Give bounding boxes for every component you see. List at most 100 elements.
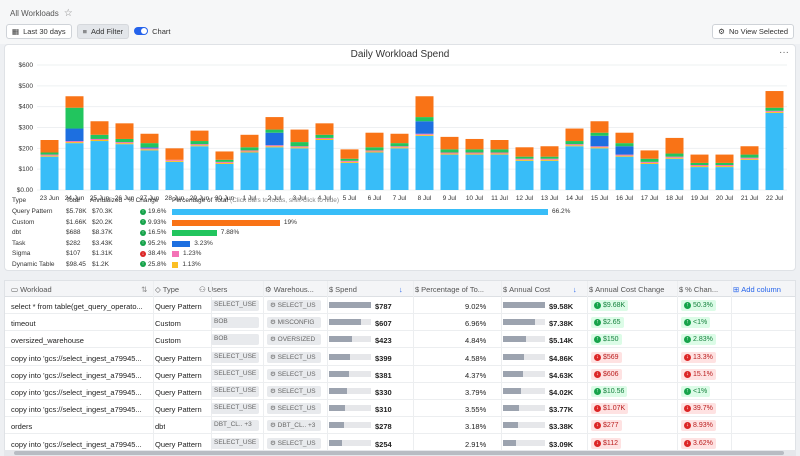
users-chip[interactable]: DBT_CL.. +3 [211,420,259,432]
bar-segment[interactable] [615,154,634,156]
bar-segment[interactable] [90,121,109,135]
bar-segment[interactable] [665,153,684,157]
bar-segment[interactable] [115,138,134,143]
bar-segment[interactable] [315,134,334,138]
bar-segment[interactable] [540,160,559,190]
users-chip[interactable]: SELECT_USE [211,351,259,363]
bar-segment[interactable] [590,121,609,133]
bar-segment[interactable] [765,91,784,108]
bar-segment[interactable] [640,163,659,190]
bar-segment[interactable] [415,135,434,190]
workload-cell[interactable]: copy into 'gcs://select_ingest_a79945... [11,370,142,380]
bar-segment[interactable] [140,147,159,149]
bar-segment[interactable] [65,128,84,142]
bar-segment[interactable] [465,149,484,153]
bar-segment[interactable] [215,163,234,190]
warehouse-chip[interactable]: ⚙ SELECT_US [267,351,321,363]
table-row[interactable]: copy into 'gcs://select_ingest_a79945...… [5,366,795,383]
bar-segment[interactable] [665,158,684,190]
bar-segment[interactable] [290,148,309,190]
sort-icon[interactable]: ⇅ [141,285,148,294]
bar-segment[interactable] [165,148,184,160]
table-row[interactable]: copy into 'gcs://select_ingest_a79945...… [5,383,795,400]
bar-segment[interactable] [215,159,234,162]
warehouse-chip[interactable]: ⚙ SELECT_US [267,386,321,397]
more-options-icon[interactable]: ··· [779,47,789,58]
bar-segment[interactable] [640,150,659,159]
chart-toggle[interactable]: Chart [134,27,170,36]
bar-segment[interactable] [465,138,484,150]
bar-segment[interactable] [740,146,759,155]
legend-pct-bar[interactable] [172,240,191,247]
bar-segment[interactable] [415,121,434,134]
bar-segment[interactable] [390,147,409,149]
bar-segment[interactable] [390,143,409,147]
bar-segment[interactable] [215,162,234,164]
bar-segment[interactable] [265,146,284,148]
bar-segment[interactable] [415,117,434,122]
users-chip[interactable]: BOB [211,317,259,329]
bar-segment[interactable] [340,158,359,161]
bar-segment[interactable] [165,159,184,161]
bar-segment[interactable] [215,161,234,163]
bar-segment[interactable] [715,154,734,163]
bar-segment[interactable] [365,151,384,153]
column-divider[interactable] [413,281,414,455]
bar-segment[interactable] [140,133,159,144]
bar-segment[interactable] [765,107,784,111]
bar-segment[interactable] [765,110,784,112]
bar-segment[interactable] [690,162,709,165]
bar-segment[interactable] [340,160,359,162]
bar-segment[interactable] [540,146,559,157]
col-annual-change[interactable]: $ Annual Cost Change [589,285,664,294]
warehouse-chip[interactable]: ⚙ MISCONFIG [267,317,321,329]
col-spend[interactable]: $ Spend [329,285,357,294]
bar-segment[interactable] [315,138,334,140]
bar-segment[interactable] [65,107,84,129]
bar-segment[interactable] [365,147,384,151]
bar-segment[interactable] [690,165,709,167]
column-divider[interactable] [587,281,588,455]
bar-segment[interactable] [515,160,534,190]
bar-segment[interactable] [540,159,559,161]
bar-segment[interactable] [165,161,184,190]
bar-segment[interactable] [40,156,59,190]
bar-segment[interactable] [440,136,459,150]
users-chip[interactable]: SELECT_USE [211,403,259,415]
bar-segment[interactable] [190,144,209,146]
workload-cell[interactable]: copy into 'gcs://select_ingest_a79945... [11,388,142,397]
bar-segment[interactable] [515,158,534,160]
col-workload[interactable]: ▭ Workload [11,285,52,294]
bar-segment[interactable] [440,149,459,153]
bar-segment[interactable] [115,142,134,144]
bar-segment[interactable] [515,147,534,157]
col-type[interactable]: ◇ Type [155,285,179,294]
sort-desc-icon[interactable]: ↓ [399,285,403,294]
bar-segment[interactable] [465,153,484,155]
bar-segment[interactable] [565,146,584,190]
bar-segment[interactable] [490,152,509,154]
legend-pct-bar[interactable] [172,261,179,268]
bar-segment[interactable] [365,150,384,152]
bar-segment[interactable] [640,158,659,162]
col-users[interactable]: ⚇ Users [199,285,227,294]
bar-segment[interactable] [540,158,559,160]
legend-pct-bar[interactable] [172,251,179,257]
legend-pct-bar[interactable] [172,209,548,215]
bar-segment[interactable] [665,156,684,158]
bar-segment[interactable] [115,123,134,139]
bar-segment[interactable] [240,150,259,152]
bar-segment[interactable] [365,152,384,191]
bar-segment[interactable] [490,140,509,150]
bar-segment[interactable] [690,154,709,163]
breadcrumb-all-workloads[interactable]: All Workloads [10,9,59,18]
bar-segment[interactable] [265,129,284,133]
bar-segment[interactable] [615,156,634,190]
bar-segment[interactable] [565,144,584,146]
bar-segment[interactable] [215,151,234,160]
bar-segment[interactable] [65,96,84,108]
bar-segment[interactable] [340,162,359,190]
bar-segment[interactable] [590,146,609,148]
warehouse-chip[interactable]: ⚙ SELECT_US [267,403,321,415]
bar-segment[interactable] [715,166,734,168]
